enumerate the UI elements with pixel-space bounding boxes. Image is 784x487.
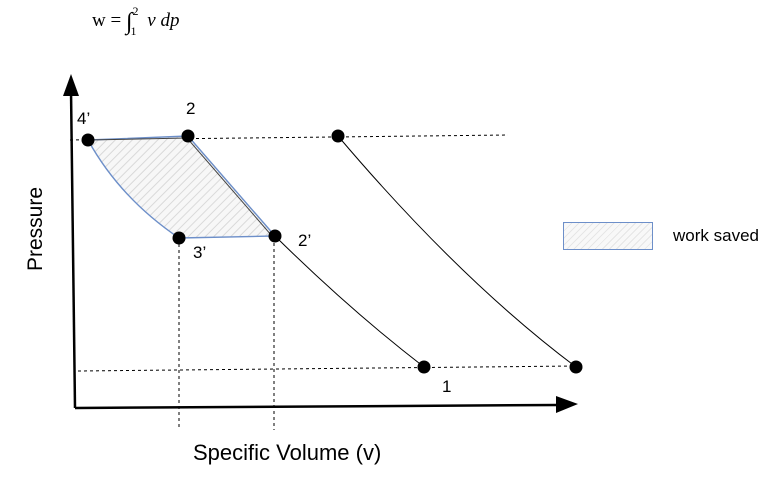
integrand: v dp — [147, 10, 180, 31]
y-axis-line — [69, 89, 77, 409]
point-2-marker — [181, 129, 195, 143]
work-saved-area — [86, 135, 277, 239]
point-1-marker — [417, 360, 431, 374]
point-bottom-right-marker — [569, 360, 583, 374]
formula-lhs: w = — [92, 10, 126, 31]
label-2-prime: 2’ — [298, 231, 312, 250]
point-4-prime-marker — [81, 133, 95, 147]
point-3-prime-marker — [172, 231, 186, 245]
y-axis-arrow — [63, 74, 79, 96]
integral-sign: ∫ — [125, 9, 133, 35]
integral-upper-limit: 2 — [132, 3, 139, 18]
x-axis-arrow — [556, 396, 578, 413]
compression-curve-staged — [274, 235, 425, 368]
compression-curve-single — [337, 135, 577, 368]
low-pressure-guide — [77, 365, 577, 372]
y-axis-label: Pressure — [24, 186, 47, 272]
x-axis-line — [74, 403, 559, 410]
label-4-prime: 4’ — [77, 109, 91, 128]
label-3-prime: 3’ — [193, 243, 207, 262]
point-top-right-marker — [331, 129, 345, 143]
label-2: 2 — [186, 99, 196, 118]
integral-lower-limit: 1 — [130, 23, 137, 38]
legend-swatch — [563, 222, 653, 250]
work-formula: w = ∫ 2 1 v dp — [92, 4, 180, 38]
point-2-prime-marker — [268, 229, 282, 243]
x-axis-label: Specific Volume (v) — [193, 440, 382, 465]
label-1: 1 — [442, 377, 452, 396]
legend-label: work saved — [673, 226, 759, 245]
